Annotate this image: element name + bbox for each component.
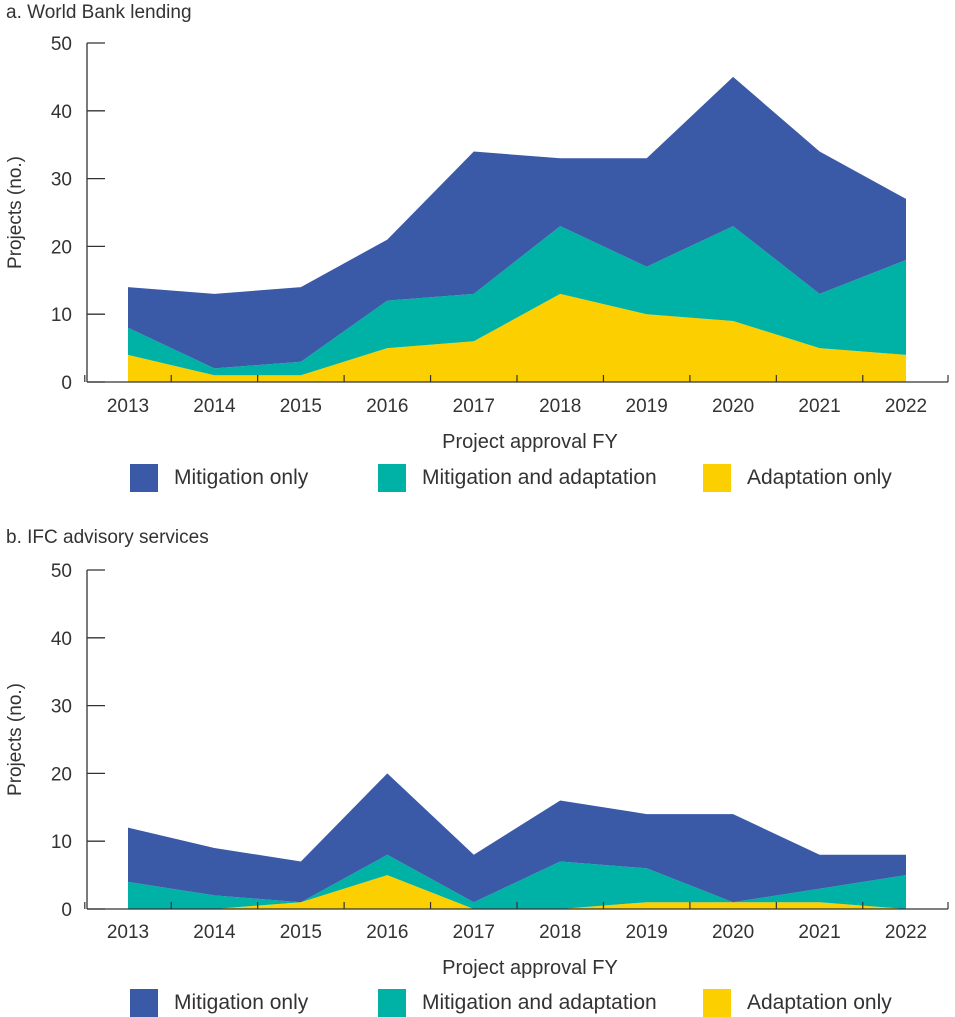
legend: Mitigation only Mitigation and adaptatio…	[130, 464, 892, 492]
area-series-adaptation-only	[128, 875, 906, 909]
x-tick-label: 2013	[107, 922, 149, 943]
area-series-mitigation-only	[128, 76, 906, 369]
legend-item-mitigation-only: Mitigation only	[130, 989, 378, 1017]
x-tick-label: 2015	[280, 922, 322, 943]
legend-item-mitigation-only: Mitigation only	[130, 464, 378, 492]
y-tick-label: 0	[61, 900, 72, 921]
y-tick-label: 10	[51, 832, 72, 853]
x-axis-title: Project approval FY	[442, 431, 618, 453]
y-tick-label: 20	[51, 764, 72, 785]
legend-item-mitigation-and-adaptation: Mitigation and adaptation	[378, 989, 703, 1017]
x-tick-label: 2021	[798, 922, 840, 943]
legend-swatch-mitigation-only	[130, 989, 158, 1017]
legend: Mitigation only Mitigation and adaptatio…	[130, 989, 892, 1017]
y-axis-title: Projects (no.)	[5, 156, 26, 269]
panel-title: a. World Bank lending	[6, 2, 192, 23]
chart-panel-world-bank-lending: 0 10 20 30 40 50 2013 2014 2015 2016 2017 2018 2019 2…	[0, 0, 955, 505]
legend-label: Adaptation only	[747, 466, 892, 489]
area-series-mitigation-and-adaptation	[128, 226, 906, 376]
legend-label: Mitigation and adaptation	[422, 466, 657, 489]
y-tick-label: 40	[51, 102, 72, 123]
legend-swatch-adaptation-only	[703, 464, 731, 492]
x-tick-label: 2022	[885, 922, 927, 943]
legend-item-adaptation-only: Adaptation only	[703, 989, 892, 1017]
y-tick-label: 40	[51, 629, 72, 650]
y-tick-label: 0	[61, 373, 72, 394]
legend-label: Mitigation only	[174, 466, 309, 489]
chart-panel-ifc-advisory-services: 0 10 20 30 40 50 2013 2014 2015 2016 2017 2018 2019 2…	[0, 525, 955, 1017]
x-tick-label: 2021	[798, 396, 840, 417]
x-tick-label: 2019	[626, 922, 668, 943]
y-tick-label: 50	[51, 34, 72, 55]
y-tick-label: 30	[51, 170, 72, 191]
y-axis-title: Projects (no.)	[5, 683, 26, 796]
legend-label: Adaptation only	[747, 991, 892, 1014]
x-tick-label: 2022	[885, 396, 927, 417]
panel-title: b. IFC advisory services	[6, 527, 209, 548]
y-tick-label: 10	[51, 305, 72, 326]
x-tick-label: 2018	[539, 396, 581, 417]
x-tick-label: 2013	[107, 396, 149, 417]
area-series-adaptation-only	[128, 293, 906, 382]
legend-label: Mitigation only	[174, 991, 309, 1014]
legend-swatch-mitigation-and-adaptation	[378, 464, 406, 492]
x-tick-label: 2014	[193, 922, 236, 943]
chart-world-bank-lending: 0 10 20 30 40 50 2013 2014 2015 2016 2017 2018 2019 2…	[5, 34, 949, 453]
legend-swatch-mitigation-only	[130, 464, 158, 492]
legend-label: Mitigation and adaptation	[422, 991, 657, 1014]
chart-ifc-advisory-services: 0 10 20 30 40 50 2013 2014 2015 2016 2017 2018 2019 2…	[5, 561, 949, 979]
x-tick-label: 2017	[453, 396, 495, 417]
x-tick-label: 2020	[712, 922, 754, 943]
area-series-mitigation-only	[128, 773, 906, 903]
x-tick-label: 2014	[193, 396, 236, 417]
legend-item-adaptation-only: Adaptation only	[703, 464, 892, 492]
legend-swatch-adaptation-only	[703, 989, 731, 1017]
x-tick-label: 2020	[712, 396, 754, 417]
legend-swatch-mitigation-and-adaptation	[378, 989, 406, 1017]
x-tick-label: 2016	[366, 396, 408, 417]
x-tick-label: 2018	[539, 922, 581, 943]
y-tick-label: 30	[51, 697, 72, 718]
x-tick-label: 2019	[626, 396, 668, 417]
x-tick-label: 2015	[280, 396, 322, 417]
x-tick-label: 2017	[453, 922, 495, 943]
legend-item-mitigation-and-adaptation: Mitigation and adaptation	[378, 464, 703, 492]
x-tick-label: 2016	[366, 922, 408, 943]
y-tick-label: 50	[51, 561, 72, 582]
y-tick-label: 20	[51, 237, 72, 258]
area-series-mitigation-and-adaptation	[128, 854, 906, 909]
x-axis-title: Project approval FY	[442, 957, 618, 979]
